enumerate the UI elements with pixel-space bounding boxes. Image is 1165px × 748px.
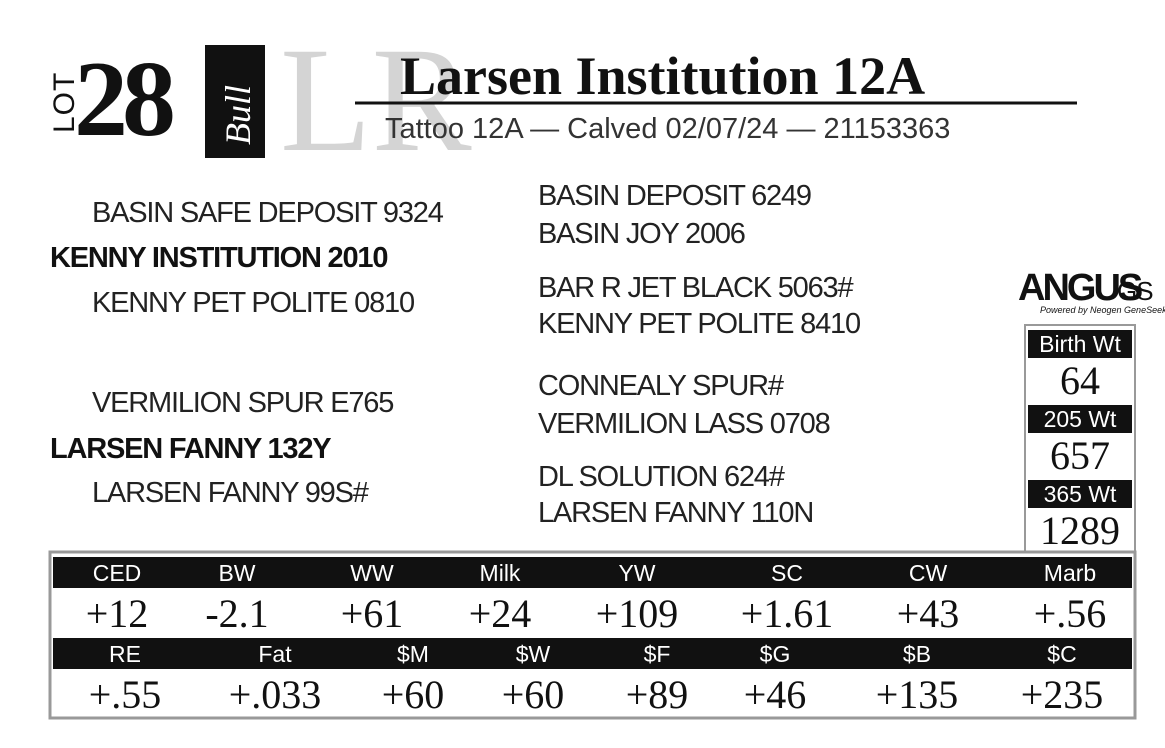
epd-header: SC (771, 560, 803, 586)
pedigree-name: CONNEALY SPUR# (538, 370, 784, 402)
weight-value: 1289 (1040, 508, 1120, 553)
epd-header: CW (909, 560, 948, 586)
weight-label: Birth Wt (1039, 331, 1121, 357)
epd-header: $G (760, 641, 791, 667)
weight-value: 657 (1050, 433, 1110, 478)
pedigree-name: VERMILION LASS 0708 (538, 408, 830, 440)
epd-header: RE (109, 641, 141, 667)
epd-value: +.56 (1034, 591, 1107, 636)
pedigree-name: BASIN JOY 2006 (538, 218, 745, 250)
weight-label: 365 Wt (1044, 481, 1117, 507)
dam-name: LARSEN FANNY 132Y (50, 433, 331, 465)
weight-header-bar (1028, 405, 1132, 433)
epd-value: +.55 (89, 672, 162, 717)
epd-header: $F (644, 641, 671, 667)
epd-value: +61 (341, 591, 404, 636)
epd-header-bar (53, 557, 1132, 588)
pedigree-name: VERMILION SPUR E765 (92, 387, 393, 419)
epd-header: CED (93, 560, 142, 586)
epd-header: BW (218, 560, 255, 586)
epd-header: $M (397, 641, 429, 667)
sire-name: KENNY INSTITUTION 2010 (50, 242, 387, 274)
epd-header-bar (53, 638, 1132, 669)
epd-value: +135 (876, 672, 959, 717)
weight-value: 64 (1060, 358, 1100, 403)
epd-value: +.033 (229, 672, 322, 717)
epd-value: +43 (897, 591, 960, 636)
weight-label: 205 Wt (1044, 406, 1117, 432)
epd-header: $B (903, 641, 931, 667)
epd-table (48, 550, 1137, 720)
watermark: LR (280, 17, 472, 183)
pedigree-name: DL SOLUTION 624# (538, 461, 785, 493)
pedigree-name: BASIN DEPOSIT 6249 (538, 180, 811, 212)
lot-number: 28 (74, 40, 173, 159)
epd-value: -2.1 (205, 591, 268, 636)
epd-value: +60 (382, 672, 445, 717)
pedigree-name: LARSEN FANNY 110N (538, 497, 813, 529)
epd-value: +109 (596, 591, 679, 636)
epd-header: $C (1047, 641, 1076, 667)
epd-value: +1.61 (741, 591, 834, 636)
pedigree-name: BAR R JET BLACK 5063# (538, 272, 853, 304)
title: Larsen Institution 12A (400, 46, 925, 106)
pedigree-name: BASIN SAFE DEPOSIT 9324 (92, 197, 444, 229)
weight-header-bar (1028, 330, 1132, 358)
pedigree-name: LARSEN FANNY 99S# (92, 477, 369, 509)
logo-brand: ANGUS (1018, 267, 1142, 309)
epd-header: WW (350, 560, 394, 586)
sex-box (205, 45, 265, 158)
epd-rows: CED BW WW Milk YW SC CW Marb +12 -2.1 +61 +24 +109 +1… (53, 557, 1132, 717)
pedigree-name: KENNY PET POLITE 0810 (92, 287, 414, 319)
epd-header: YW (618, 560, 655, 586)
lot-label: LOT (48, 72, 81, 133)
logo-suffix: GS (1117, 276, 1153, 306)
epd-header: Milk (480, 560, 521, 586)
epd-value: +24 (469, 591, 532, 636)
epd-value: +46 (744, 672, 807, 717)
logo-tagline: Powered by Neogen GeneSeek (1040, 305, 1165, 315)
weight-header-bar (1028, 480, 1132, 508)
subtitle: Tattoo 12A — Calved 02/07/24 — 21153363 (385, 113, 950, 145)
epd-value: +60 (502, 672, 565, 717)
epd-header: $W (516, 641, 551, 667)
epd-value: +12 (86, 591, 149, 636)
epd-value: +89 (626, 672, 689, 717)
lot-sex: Bull (218, 85, 258, 145)
epd-header: Marb (1044, 560, 1096, 586)
epd-header: Fat (258, 641, 292, 667)
epd-value: +235 (1021, 672, 1104, 717)
pedigree-name: KENNY PET POLITE 8410 (538, 308, 860, 340)
